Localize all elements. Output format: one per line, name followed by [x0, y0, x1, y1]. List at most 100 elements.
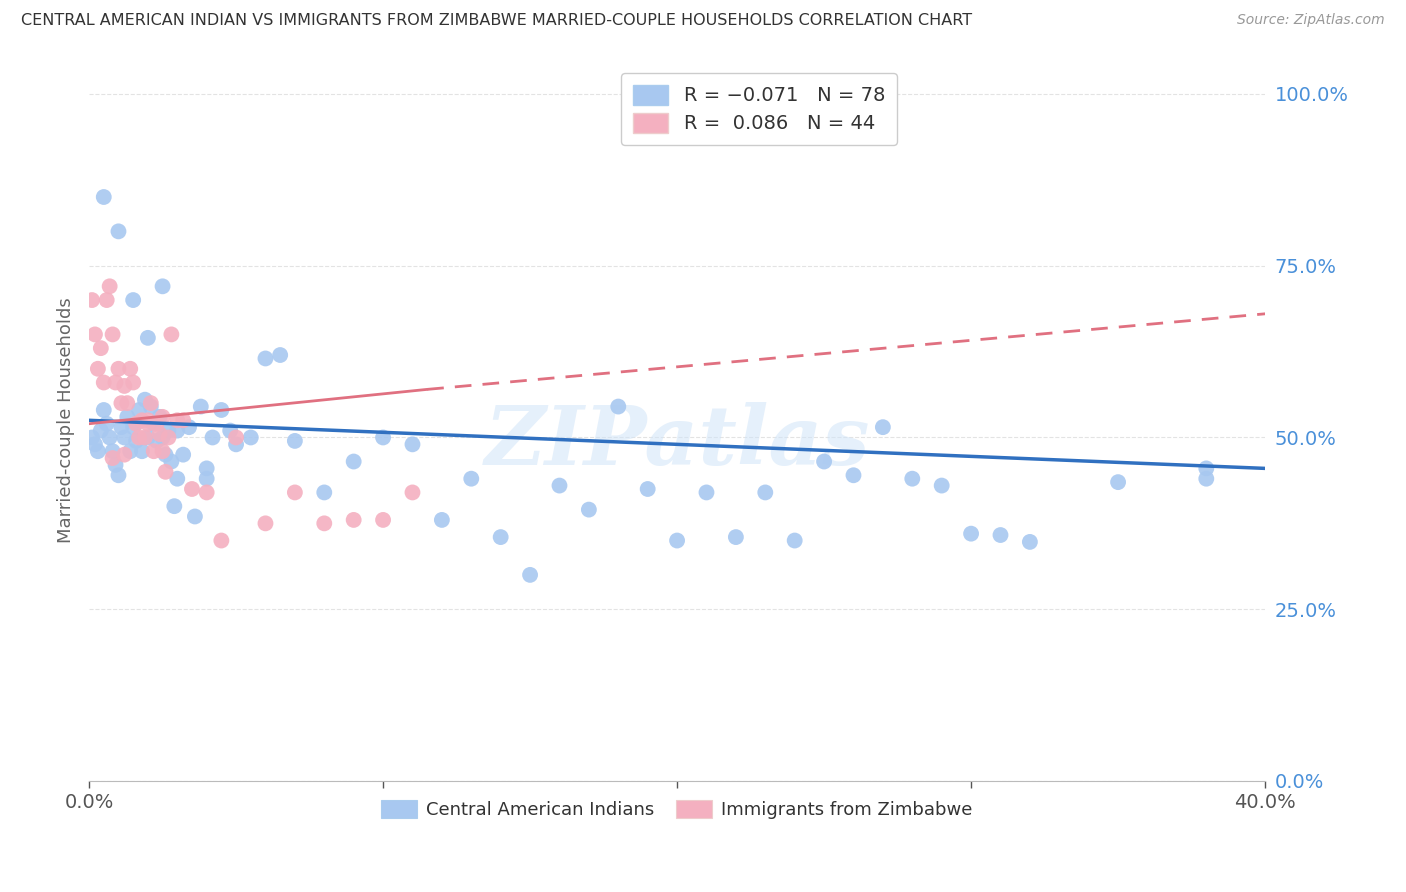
Point [548, 478, 571, 492]
Point [149, 409, 172, 424]
Point [371, 513, 394, 527]
Point [101, 327, 124, 342]
Point [80, 293, 103, 307]
Point [107, 468, 129, 483]
Point [139, 400, 162, 414]
Point [990, 528, 1012, 542]
Point [177, 420, 200, 434]
Point [110, 396, 132, 410]
Legend: Central American Indians, Immigrants from Zimbabwe: Central American Indians, Immigrants fro… [374, 792, 980, 826]
Point [209, 533, 232, 548]
Point [284, 485, 307, 500]
Point [101, 444, 124, 458]
Point [96, 417, 118, 431]
Point [112, 448, 135, 462]
Point [872, 420, 894, 434]
Point [343, 454, 366, 468]
Point [145, 434, 167, 448]
Point [87, 444, 110, 458]
Point [181, 482, 204, 496]
Point [90, 341, 112, 355]
Point [84, 437, 107, 451]
Point [125, 417, 148, 431]
Point [166, 424, 188, 438]
Point [112, 379, 135, 393]
Point [152, 409, 174, 424]
Point [284, 434, 307, 448]
Point [93, 376, 115, 390]
Point [209, 403, 232, 417]
Point [128, 430, 150, 444]
Point [172, 413, 194, 427]
Point [117, 396, 139, 410]
Point [219, 424, 242, 438]
Point [1018, 535, 1040, 549]
Point [695, 485, 717, 500]
Point [98, 430, 121, 444]
Point [101, 451, 124, 466]
Point [131, 444, 153, 458]
Point [149, 427, 172, 442]
Point [152, 279, 174, 293]
Point [1107, 475, 1129, 490]
Point [190, 400, 212, 414]
Point [122, 420, 145, 434]
Point [96, 293, 118, 307]
Point [80, 430, 103, 444]
Point [122, 293, 145, 307]
Point [93, 403, 115, 417]
Point [371, 430, 394, 444]
Point [314, 516, 336, 531]
Point [157, 430, 180, 444]
Point [112, 430, 135, 444]
Point [1195, 461, 1218, 475]
Point [155, 465, 177, 479]
Point [107, 361, 129, 376]
Point [145, 417, 167, 431]
Point [960, 526, 983, 541]
Point [90, 424, 112, 438]
Point [637, 482, 659, 496]
Point [110, 420, 132, 434]
Text: Source: ZipAtlas.com: Source: ZipAtlas.com [1237, 13, 1385, 28]
Point [931, 478, 953, 492]
Point [160, 454, 183, 468]
Point [120, 361, 142, 376]
Point [314, 485, 336, 500]
Point [783, 533, 806, 548]
Point [104, 458, 127, 472]
Text: CENTRAL AMERICAN INDIAN VS IMMIGRANTS FROM ZIMBABWE MARRIED-COUPLE HOUSEHOLDS CO: CENTRAL AMERICAN INDIAN VS IMMIGRANTS FR… [21, 13, 972, 29]
Point [1195, 472, 1218, 486]
Point [184, 509, 207, 524]
Point [139, 396, 162, 410]
Point [136, 331, 159, 345]
Point [84, 327, 107, 342]
Point [607, 400, 630, 414]
Point [128, 403, 150, 417]
Point [195, 485, 218, 500]
Point [901, 472, 924, 486]
Point [120, 444, 142, 458]
Point [195, 472, 218, 486]
Point [160, 327, 183, 342]
Point [813, 454, 835, 468]
Point [104, 376, 127, 390]
Point [254, 516, 277, 531]
Point [254, 351, 277, 366]
Point [519, 567, 541, 582]
Point [201, 430, 224, 444]
Point [269, 348, 291, 362]
Point [842, 468, 865, 483]
Point [93, 190, 115, 204]
Point [107, 224, 129, 238]
Point [666, 533, 689, 548]
Point [125, 434, 148, 448]
Point [239, 430, 262, 444]
Point [136, 413, 159, 427]
Point [163, 499, 186, 513]
Point [172, 448, 194, 462]
Point [122, 376, 145, 390]
Y-axis label: Married-couple Households: Married-couple Households [58, 297, 75, 543]
Point [134, 430, 156, 444]
Point [401, 437, 423, 451]
